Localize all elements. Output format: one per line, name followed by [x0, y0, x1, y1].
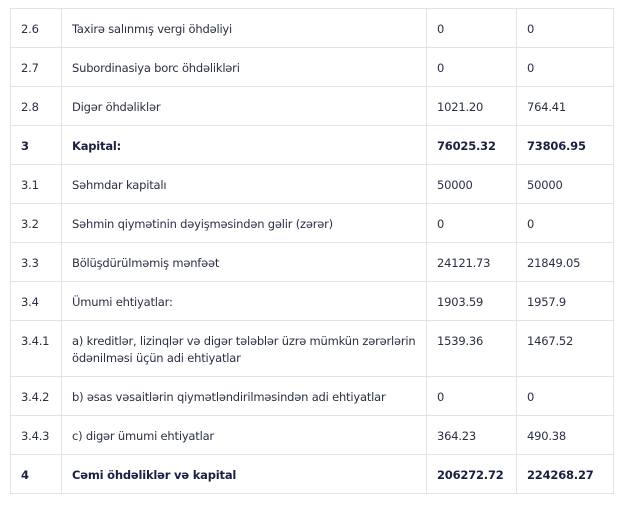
table-row: 3.4 Ümumi ehtiyatlar: 1903.59 1957.9 — [10, 281, 614, 321]
value-period-1: 364.23 — [426, 415, 517, 455]
row-label: Bölüşdürülməmiş mənfəət — [61, 242, 427, 282]
row-label: Digər öhdəliklər — [61, 86, 427, 126]
row-code: 3.4 — [10, 281, 62, 321]
row-label: Ümumi ehtiyatlar: — [61, 281, 427, 321]
row-code: 2.6 — [10, 8, 62, 48]
table-row: 3.2 Səhmin qiymətinin dəyişməsindən gəlir… — [10, 203, 614, 243]
value-period-1: 206272.72 — [426, 454, 517, 494]
row-code: 2.8 — [10, 86, 62, 126]
value-period-2: 0 — [516, 47, 614, 87]
row-label: Cəmi öhdəliklər və kapital — [61, 454, 427, 494]
value-period-1: 0 — [426, 47, 517, 87]
value-period-1: 50000 — [426, 164, 517, 204]
row-code: 3.1 — [10, 164, 62, 204]
value-period-2: 0 — [516, 203, 614, 243]
row-code: 3.3 — [10, 242, 62, 282]
row-code: 3.4.2 — [10, 376, 62, 416]
row-label: Səhmin qiymətinin dəyişməsindən gəlir (z… — [61, 203, 427, 243]
table-row: 2.8 Digər öhdəliklər 1021.20 764.41 — [10, 86, 614, 126]
value-period-2: 73806.95 — [516, 125, 614, 165]
row-label: Kapital: — [61, 125, 427, 165]
value-period-2: 224268.27 — [516, 454, 614, 494]
value-period-2: 0 — [516, 8, 614, 48]
balance-sheet-table: 2.6 Taxirə salınmış vergi öhdəliyi 0 0 2.7 Su… — [10, 8, 614, 494]
table-row: 3.3 Bölüşdürülməmiş mənfəət 24121.73 21849.… — [10, 242, 614, 282]
table-row: 3.1 Səhmdar kapitalı 50000 50000 — [10, 164, 614, 204]
table-row: 3.4.2 b) əsas vəsaitlərin qiymətləndirilm… — [10, 376, 614, 416]
row-label: Səhmdar kapitalı — [61, 164, 427, 204]
value-period-1: 0 — [426, 376, 517, 416]
row-label: b) əsas vəsaitlərin qiymətləndirilməsind… — [61, 376, 427, 416]
row-code: 2.7 — [10, 47, 62, 87]
value-period-1: 1903.59 — [426, 281, 517, 321]
value-period-2: 21849.05 — [516, 242, 614, 282]
value-period-1: 0 — [426, 8, 517, 48]
value-period-2: 490.38 — [516, 415, 614, 455]
row-label: a) kreditlər, lizinqlər və digər tələblə… — [61, 320, 427, 377]
row-label: Subordinasiya borc öhdəlikləri — [61, 47, 427, 87]
row-label: Taxirə salınmış vergi öhdəliyi — [61, 8, 427, 48]
table-row: 3.4.3 c) digər ümumi ehtiyatlar 364.23 490.… — [10, 415, 614, 455]
value-period-1: 0 — [426, 203, 517, 243]
value-period-2: 0 — [516, 376, 614, 416]
value-period-1: 76025.32 — [426, 125, 517, 165]
row-code: 4 — [10, 454, 62, 494]
row-code: 3 — [10, 125, 62, 165]
value-period-2: 764.41 — [516, 86, 614, 126]
table-row: 2.6 Taxirə salınmış vergi öhdəliyi 0 0 — [10, 8, 614, 48]
value-period-1: 24121.73 — [426, 242, 517, 282]
table-row: 4 Cəmi öhdəliklər və kapital 206272.72 2242… — [10, 454, 614, 494]
value-period-1: 1539.36 — [426, 320, 517, 377]
row-code: 3.4.3 — [10, 415, 62, 455]
value-period-2: 1957.9 — [516, 281, 614, 321]
value-period-2: 1467.52 — [516, 320, 614, 377]
row-code: 3.4.1 — [10, 320, 62, 377]
row-code: 3.2 — [10, 203, 62, 243]
table-row: 3.4.1 a) kreditlər, lizinqlər və digər tə… — [10, 320, 614, 377]
table-row: 2.7 Subordinasiya borc öhdəlikləri 0 0 — [10, 47, 614, 87]
value-period-2: 50000 — [516, 164, 614, 204]
row-label: c) digər ümumi ehtiyatlar — [61, 415, 427, 455]
table-row: 3 Kapital: 76025.32 73806.95 — [10, 125, 614, 165]
value-period-1: 1021.20 — [426, 86, 517, 126]
